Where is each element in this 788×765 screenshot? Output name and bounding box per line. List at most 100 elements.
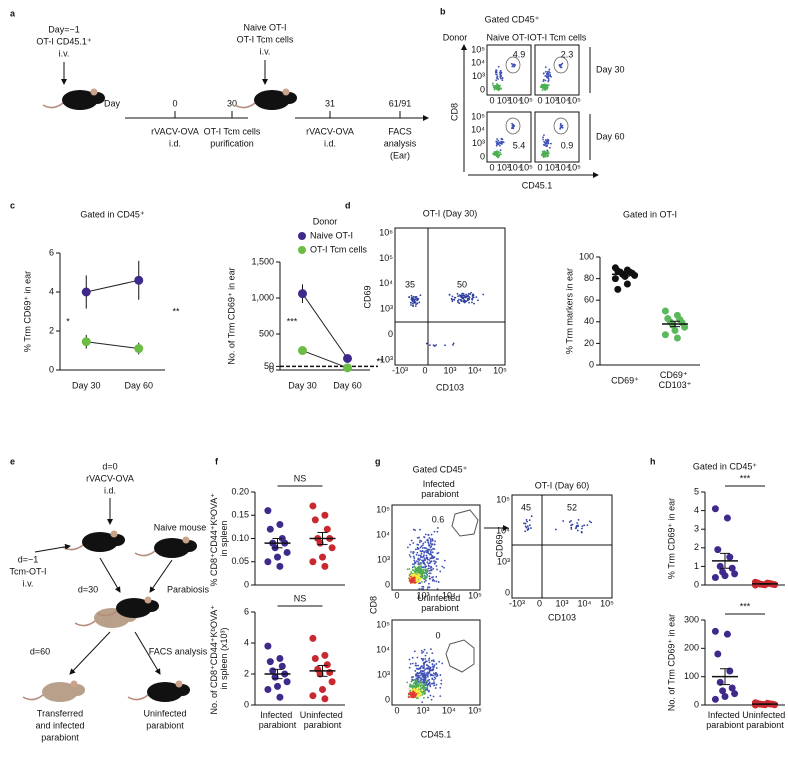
event-dot: [568, 521, 571, 523]
data-point: [274, 553, 281, 561]
event-dot: [420, 588, 423, 590]
event-dot: [414, 561, 417, 564]
event-dot: [496, 75, 499, 78]
data-point: [264, 642, 272, 650]
event-dot: [426, 671, 429, 674]
event-dot: [422, 667, 425, 670]
x-tick-label: Uninfected parabiont: [300, 710, 346, 730]
label: CD69: [494, 534, 504, 557]
data-point: [343, 363, 352, 373]
event-dot: [429, 540, 432, 542]
label: Parabiosis: [167, 584, 210, 594]
data-point: [623, 280, 631, 288]
flow-x-tick-label: 10⁵: [468, 705, 482, 715]
event-dot: [548, 71, 551, 74]
y-tick-label: 0: [244, 699, 249, 709]
event-dot: [416, 537, 419, 539]
y-axis-label: % CD8⁺CD44⁺KᵇOVA⁺ in spleen: [209, 490, 229, 586]
arrow: [99, 557, 121, 593]
event-dot: [420, 552, 423, 555]
event-dot: [410, 294, 413, 297]
event-dot: [421, 571, 424, 574]
event-dot: [424, 668, 427, 670]
event-dot: [423, 662, 426, 665]
event-dot: [415, 667, 418, 670]
event-dot: [542, 150, 545, 153]
flow-y-tick-label: 10⁵: [471, 44, 485, 54]
event-dot: [433, 548, 436, 550]
event-dot: [412, 696, 415, 699]
event-dot: [492, 84, 495, 87]
data-point: [298, 346, 307, 356]
event-dot: [433, 682, 436, 685]
panel-letter: a: [10, 8, 16, 18]
event-dot: [495, 69, 498, 72]
y-tick-label: 0.15: [231, 510, 249, 520]
x-tick-label: Infected parabiont: [259, 710, 297, 730]
data-point: [661, 307, 669, 315]
event-dot: [440, 679, 443, 682]
y-tick-label: 5: [694, 486, 699, 496]
event-dot: [428, 586, 431, 589]
data-point: [714, 650, 722, 658]
event-dot: [547, 141, 549, 144]
flow-y-tick-label: 10⁵: [496, 494, 510, 504]
x-tick-label: Infected parabiont: [706, 710, 744, 730]
event-dot: [418, 588, 421, 590]
event-dot: [413, 559, 416, 562]
event-dot: [439, 686, 442, 689]
event-dot: [433, 345, 436, 348]
event-dot: [544, 155, 547, 158]
event-dot: [545, 141, 548, 143]
event-dot: [424, 566, 427, 569]
event-dot: [545, 142, 548, 145]
event-dot: [523, 522, 525, 525]
event-dot: [420, 678, 423, 681]
label: (Ear): [390, 150, 410, 160]
event-dot: [581, 525, 584, 528]
event-dot: [417, 668, 420, 670]
arrow: [149, 559, 173, 593]
event-dot: [473, 302, 475, 305]
event-dot: [549, 74, 552, 77]
event-dot: [424, 568, 426, 571]
event-dot: [425, 680, 428, 683]
event-dot: [460, 296, 463, 299]
event-dot: [421, 669, 424, 672]
y-tick-label: 20: [584, 338, 594, 348]
data-point: [266, 525, 274, 533]
data-point: [276, 693, 284, 701]
label: Transferred: [37, 708, 83, 718]
event-dot: [544, 70, 547, 73]
event-dot: [420, 682, 422, 685]
event-dot: [500, 137, 503, 140]
panel-letter: d: [345, 200, 351, 210]
event-dot: [422, 566, 425, 569]
event-dot: [430, 533, 433, 536]
mouse-icon: [22, 680, 85, 702]
event-dot: [433, 681, 435, 684]
timeline-day: 0: [172, 98, 177, 108]
event-dot: [575, 526, 578, 529]
event-dot: [546, 88, 549, 90]
data-point: [328, 678, 336, 686]
event-dot: [412, 563, 414, 566]
label: rVACV-OVA: [86, 473, 134, 483]
label: Naive OT-I: [243, 22, 286, 32]
event-dot: [426, 588, 429, 590]
event-dot: [471, 301, 473, 304]
flow-y-tick-label: 0: [385, 579, 390, 589]
label: parabiont: [146, 720, 184, 730]
event-dot: [511, 122, 513, 125]
event-dot: [462, 300, 465, 303]
label: i.d.: [324, 138, 336, 148]
event-dot: [497, 139, 500, 142]
event-dot: [417, 694, 420, 697]
event-dot: [435, 558, 438, 560]
data-point: [611, 275, 619, 283]
flow-x-tick-label: 0: [489, 162, 494, 172]
event-dot: [541, 89, 544, 92]
data-point: [671, 326, 679, 334]
event-dot: [435, 344, 438, 346]
event-dot: [540, 154, 543, 156]
